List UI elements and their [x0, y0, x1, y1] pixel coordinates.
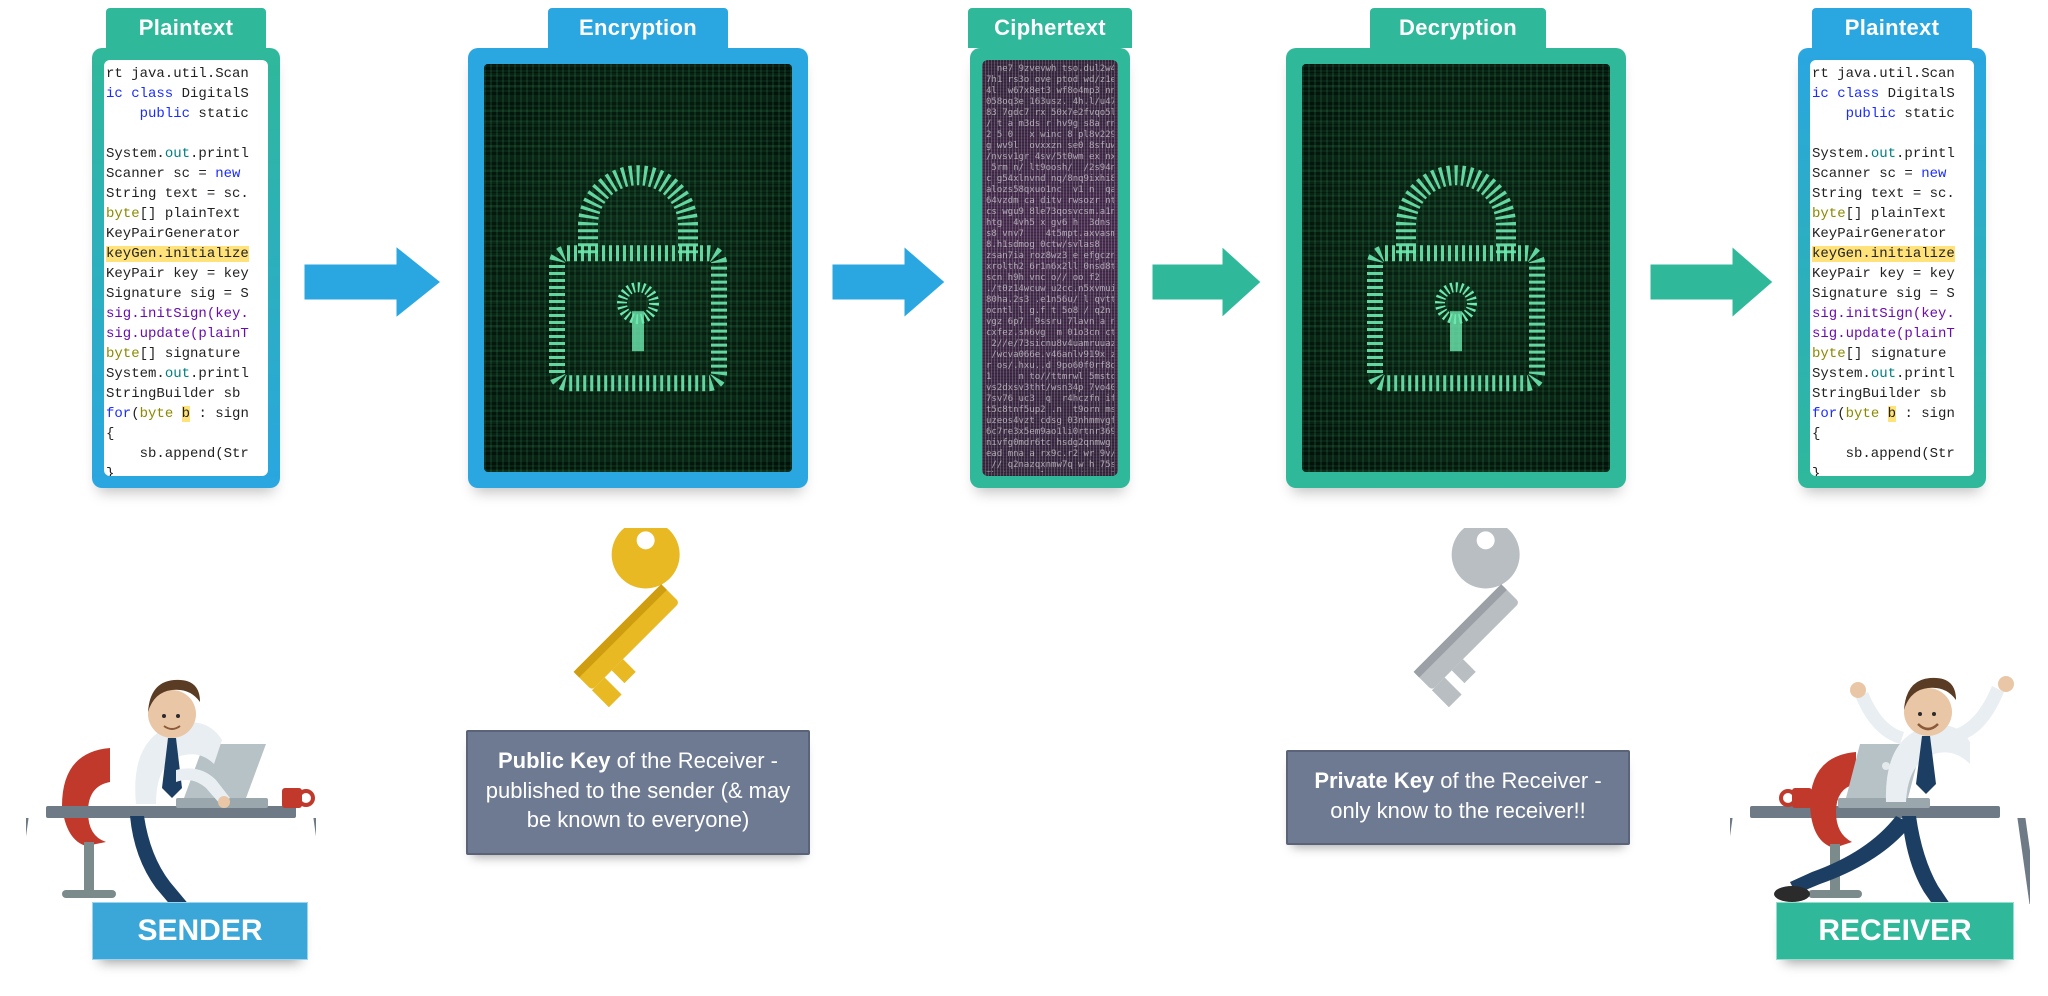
card-decryption [1286, 48, 1626, 488]
tab-encryption-label: Encryption [579, 15, 697, 41]
card-encryption [468, 48, 808, 488]
tab-plaintext-in: Plaintext [106, 8, 266, 48]
card-plaintext-in: rt java.util.Scan ic class DigitalS publ… [92, 48, 280, 488]
arrow-plain-to-encrypt [298, 236, 448, 328]
arrow-cipher-to-decrypt [1146, 236, 1268, 328]
card-plaintext-in-body: rt java.util.Scan ic class DigitalS publ… [104, 60, 268, 476]
tab-plaintext-in-label: Plaintext [139, 15, 233, 41]
card-ciphertext: ne7 9zvevwh tso.dul2w4dp 7h1 rs3o ove pt… [970, 48, 1130, 488]
ciphertext-noise: ne7 9zvevwh tso.dul2w4dp 7h1 rs3o ove pt… [986, 64, 1114, 472]
private-key-icon [1380, 528, 1580, 728]
lock-icon [1351, 143, 1561, 403]
tab-ciphertext-label: Ciphertext [994, 15, 1106, 41]
sender-plate: SENDER [92, 902, 308, 960]
caption-public-key: Public Key of the Receiver - published t… [466, 730, 810, 855]
public-key-icon [540, 528, 740, 728]
decryption-lock-panel [1302, 64, 1610, 472]
plaintext-code-out: rt java.util.Scan ic class DigitalS publ… [1810, 60, 1974, 476]
tab-decryption: Decryption [1370, 8, 1546, 48]
tab-decryption-label: Decryption [1399, 15, 1517, 41]
encryption-lock-panel [484, 64, 792, 472]
receiver-plate: RECEIVER [1776, 902, 2014, 960]
tab-plaintext-out: Plaintext [1812, 8, 1972, 48]
tab-plaintext-out-label: Plaintext [1845, 15, 1939, 41]
receiver-label: RECEIVER [1818, 914, 1971, 948]
arrow-decrypt-to-plain [1644, 236, 1780, 328]
card-plaintext-out-body: rt java.util.Scan ic class DigitalS publ… [1810, 60, 1974, 476]
tab-encryption: Encryption [548, 8, 728, 48]
caption-private-key: Private Key of the Receiver - only know … [1286, 750, 1630, 845]
card-plaintext-out: rt java.util.Scan ic class DigitalS publ… [1798, 48, 1986, 488]
lock-icon [533, 143, 743, 403]
tab-ciphertext: Ciphertext [968, 8, 1132, 48]
sender-label: SENDER [137, 914, 262, 948]
plaintext-code-in: rt java.util.Scan ic class DigitalS publ… [104, 60, 268, 476]
arrow-encrypt-to-cipher [826, 236, 952, 328]
ciphertext-panel: ne7 9zvevwh tso.dul2w4dp 7h1 rs3o ove pt… [982, 60, 1118, 476]
caption-public-key-bold: Public Key [498, 748, 610, 773]
caption-private-key-bold: Private Key [1314, 768, 1434, 793]
encryption-flow-diagram: Plaintext rt java.util.Scan ic class Dig… [0, 0, 2048, 996]
receiver-illustration [1730, 566, 2030, 926]
sender-illustration [26, 566, 316, 926]
